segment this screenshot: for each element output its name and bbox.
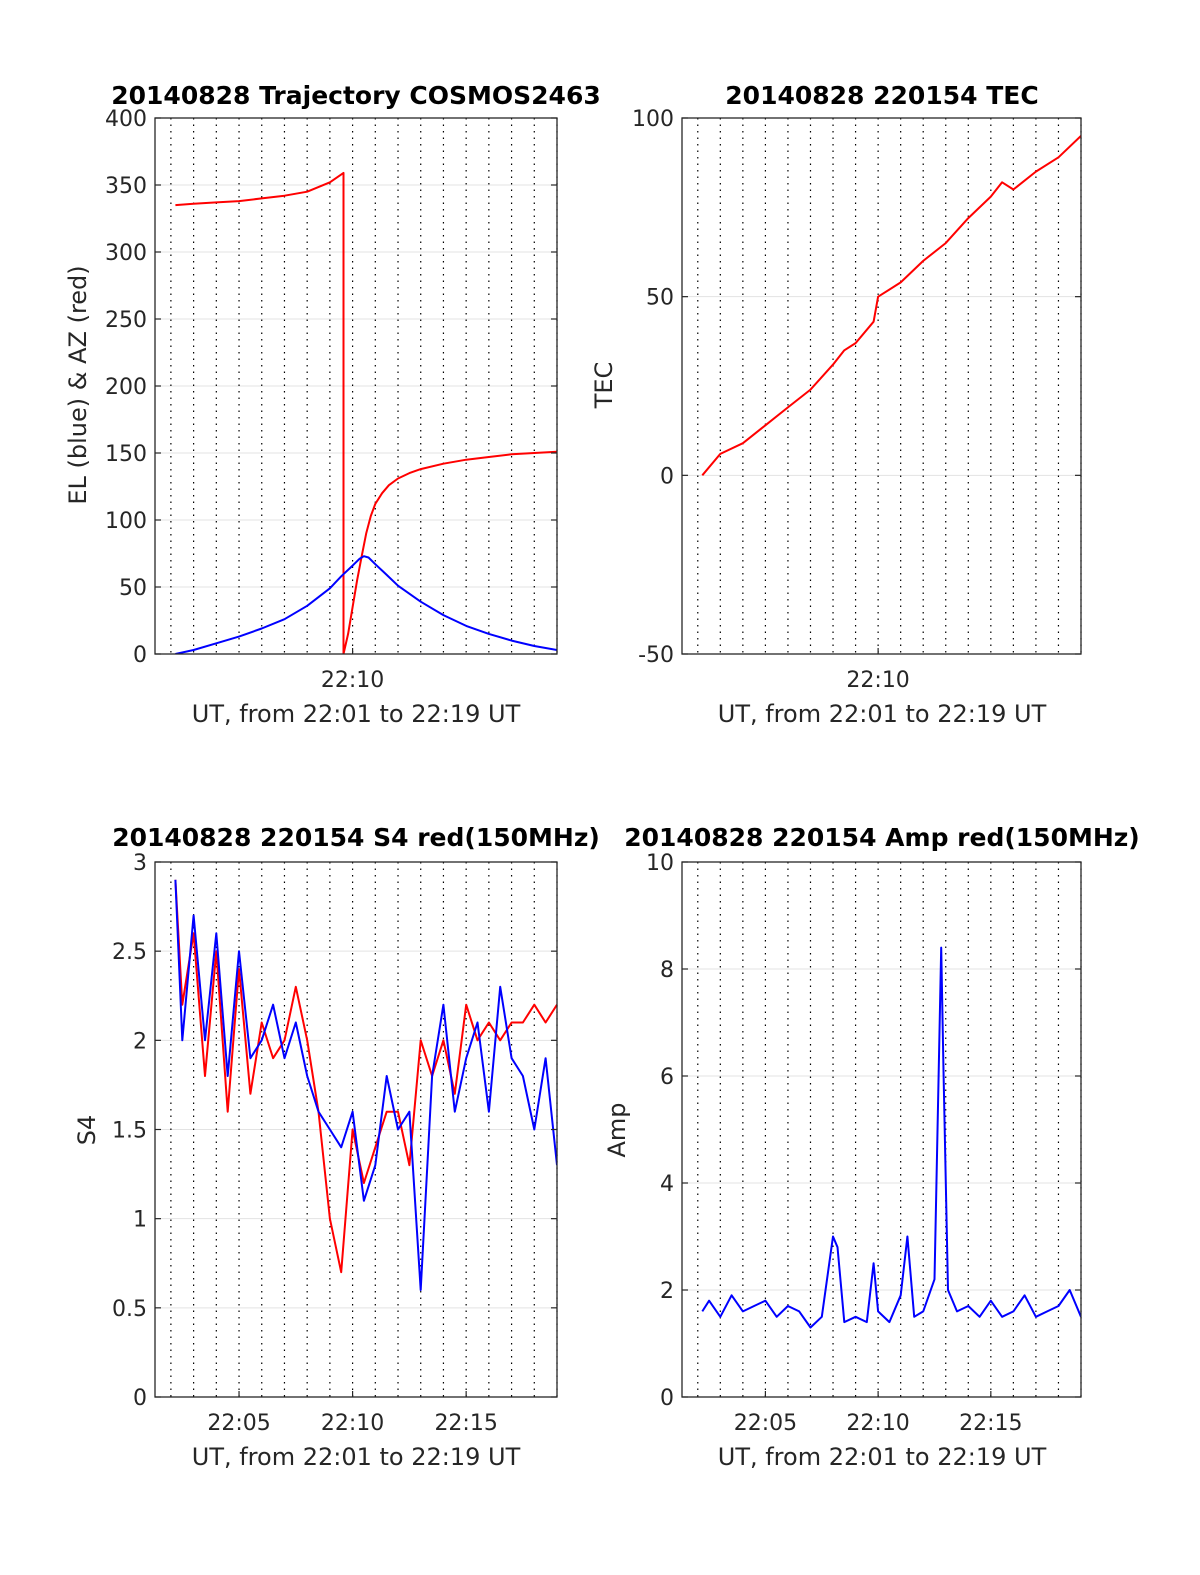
trajectory-y-tick-label: 350 bbox=[105, 174, 147, 199]
tec-y-tick-label: 50 bbox=[646, 286, 674, 311]
trajectory-title: 20140828 Trajectory COSMOS2463 bbox=[111, 81, 601, 110]
amp-x-tick-label: 22:05 bbox=[734, 1411, 797, 1436]
amp-title: 20140828 220154 Amp red(150MHz) bbox=[624, 823, 1140, 852]
s4-y-label: S4 bbox=[73, 1115, 101, 1146]
tec-y-label: TEC bbox=[590, 362, 618, 410]
trajectory-y-tick-label: 200 bbox=[105, 375, 147, 400]
trajectory-y-tick-label: 50 bbox=[119, 576, 147, 601]
s4-y-tick-label: 3 bbox=[133, 851, 147, 876]
s4-y-tick-label: 2 bbox=[133, 1029, 147, 1054]
amp-x-tick-label: 22:10 bbox=[846, 1411, 909, 1436]
trajectory-y-tick-label: 150 bbox=[105, 442, 147, 467]
trajectory-y-tick-label: 100 bbox=[105, 509, 147, 534]
trajectory-panel: 20140828 Trajectory COSMOS2463 EL (blue)… bbox=[64, 81, 601, 728]
s4-y-tick-label: 2.5 bbox=[112, 940, 147, 965]
tec-panel: 20140828 220154 TEC TEC UT, from 22:01 t… bbox=[590, 81, 1082, 728]
tec-series-group bbox=[701, 135, 1081, 476]
s4-title: 20140828 220154 S4 red(150MHz) bbox=[112, 823, 600, 852]
amp-x-label: UT, from 22:01 to 22:19 UT bbox=[718, 1443, 1047, 1471]
amp-y-tick-label: 2 bbox=[660, 1279, 674, 1304]
s4-x-tick-label: 22:05 bbox=[207, 1411, 270, 1436]
tec-y-tick-label: 100 bbox=[632, 107, 674, 132]
trajectory-plot-area: 0 50 100 150 200 250 300 350 400 22:10 bbox=[105, 107, 558, 693]
s4-y-tick-label: 1.5 bbox=[112, 1119, 147, 1144]
tec-x-label: UT, from 22:01 to 22:19 UT bbox=[718, 700, 1047, 728]
amp-axes-box bbox=[681, 861, 1082, 1398]
amp-y-tick-label: 8 bbox=[660, 958, 674, 983]
s4-x-tick-label: 22:10 bbox=[321, 1411, 384, 1436]
amp-y-tick-label: 4 bbox=[660, 1172, 674, 1197]
s4-series-blue-line bbox=[174, 879, 557, 1291]
amp-series-blue-line bbox=[701, 946, 1081, 1329]
tec-x-tick-label: 22:10 bbox=[846, 668, 909, 693]
trajectory-series-group bbox=[175, 171, 557, 654]
s4-y-tick-label: 0.5 bbox=[112, 1297, 147, 1322]
s4-y-tick-label: 1 bbox=[133, 1208, 147, 1233]
trajectory-y-label: EL (blue) & AZ (red) bbox=[64, 265, 92, 504]
trajectory-y-tick-label: 0 bbox=[133, 643, 147, 668]
s4-series-red-line bbox=[174, 879, 557, 1274]
s4-panel: 20140828 220154 S4 red(150MHz) S4 UT, fr… bbox=[73, 823, 600, 1471]
s4-plot-area: 0 0.5 1 1.5 2 2.5 3 22:05 22:10 22:15 bbox=[112, 851, 558, 1436]
amp-panel: 20140828 220154 Amp red(150MHz) Amp UT, … bbox=[603, 823, 1140, 1471]
tec-y-tick-label: -50 bbox=[638, 643, 674, 668]
amp-y-label: Amp bbox=[603, 1102, 631, 1157]
trajectory-series-blue-line bbox=[175, 555, 557, 654]
s4-x-tick-label: 22:15 bbox=[434, 1411, 497, 1436]
tec-y-tick-label: 0 bbox=[660, 464, 674, 489]
trajectory-y-tick-label: 300 bbox=[105, 241, 147, 266]
s4-x-label: UT, from 22:01 to 22:19 UT bbox=[192, 1443, 521, 1471]
s4-y-tick-label: 0 bbox=[133, 1386, 147, 1411]
tec-axes-box bbox=[681, 117, 1082, 655]
amp-y-tick-label: 6 bbox=[660, 1065, 674, 1090]
s4-series-group bbox=[174, 879, 557, 1291]
amp-x-tick-label: 22:15 bbox=[959, 1411, 1022, 1436]
amp-y-tick-label: 10 bbox=[646, 851, 674, 876]
trajectory-y-tick-label: 400 bbox=[105, 107, 147, 132]
trajectory-x-tick-label: 22:10 bbox=[321, 668, 384, 693]
amp-series-group bbox=[701, 946, 1081, 1329]
amp-plot-area: 0 2 4 6 8 10 22:05 22:10 22:15 bbox=[646, 851, 1082, 1436]
tec-title: 20140828 220154 TEC bbox=[725, 81, 1038, 110]
tec-series-red-line bbox=[701, 135, 1081, 476]
trajectory-x-label: UT, from 22:01 to 22:19 UT bbox=[192, 700, 521, 728]
amp-y-tick-label: 0 bbox=[660, 1386, 674, 1411]
trajectory-series-red-line bbox=[175, 171, 557, 654]
tec-plot-area: -50 0 50 100 22:10 bbox=[632, 107, 1082, 693]
trajectory-y-tick-label: 250 bbox=[105, 308, 147, 333]
